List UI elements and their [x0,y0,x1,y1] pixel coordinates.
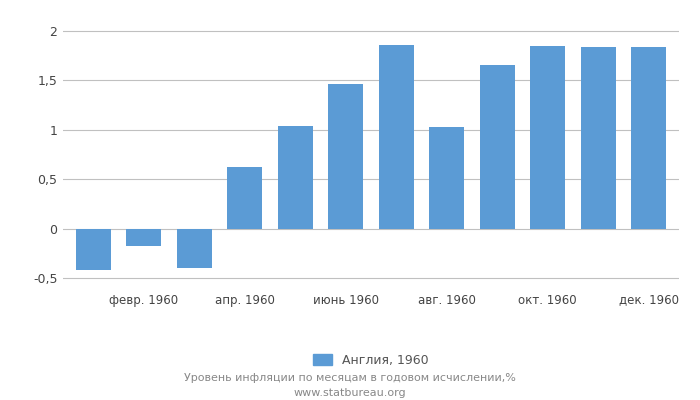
Bar [227,167,262,229]
Bar [580,47,616,229]
Legend: Англия, 1960: Англия, 1960 [314,354,428,367]
Bar [76,229,111,270]
Text: www.statbureau.org: www.statbureau.org [294,388,406,398]
Bar [126,229,162,246]
Bar [379,45,414,229]
Bar [480,66,515,229]
Bar [278,126,313,229]
Text: Уровень инфляции по месяцам в годовом исчислении,%: Уровень инфляции по месяцам в годовом ис… [184,373,516,383]
Bar [328,84,363,229]
Bar [631,47,666,229]
Bar [429,127,464,229]
Bar [176,229,212,268]
Bar [530,46,566,229]
